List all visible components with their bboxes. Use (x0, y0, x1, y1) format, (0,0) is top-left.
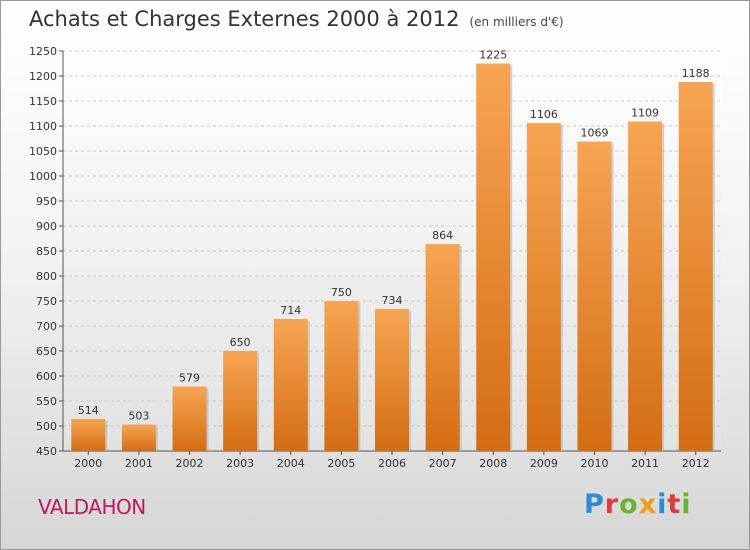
logo-letter: i (657, 489, 668, 520)
x-tick-label: 2003 (226, 457, 254, 470)
y-tick-label: 1250 (29, 45, 57, 58)
data-label: 579 (179, 372, 200, 385)
x-tick-label: 2005 (327, 457, 355, 470)
y-tick-label: 700 (36, 320, 57, 333)
bar (425, 244, 460, 451)
bar (678, 82, 713, 451)
x-tick-label: 2000 (74, 457, 102, 470)
bar (375, 309, 409, 451)
logo-letter: P (584, 489, 605, 520)
logo-letter: x (638, 489, 658, 520)
bar (577, 141, 612, 451)
town-name: VALDAHON (38, 495, 146, 519)
data-label: 750 (331, 286, 352, 299)
x-tick-label: 2012 (682, 457, 710, 470)
logo-letter: i (681, 489, 692, 520)
bar (526, 123, 561, 451)
chart-subtitle: (en milliers d'€) (469, 15, 564, 29)
y-tick-label: 1150 (29, 95, 57, 108)
y-tick-label: 1000 (29, 170, 57, 183)
title-text: Achats et Charges Externes 2000 à 2012 (29, 7, 460, 31)
x-tick-label: 2010 (580, 457, 608, 470)
bar (223, 351, 258, 451)
data-label: 1106 (530, 108, 558, 121)
data-label: 864 (432, 229, 453, 242)
y-tick-label: 950 (36, 195, 57, 208)
bar (273, 319, 308, 451)
chart-title: Achats et Charges Externes 2000 à 2012 (e… (29, 7, 564, 31)
data-label: 1069 (580, 127, 608, 140)
bar (71, 419, 106, 451)
y-tick-label: 450 (36, 445, 57, 458)
y-tick-label: 600 (36, 370, 57, 383)
y-tick-label: 1050 (29, 145, 57, 158)
data-label: 503 (128, 410, 149, 423)
x-tick-label: 2007 (429, 457, 457, 470)
y-tick-label: 1100 (29, 120, 57, 133)
y-tick-label: 550 (36, 395, 57, 408)
bar (628, 121, 663, 451)
bar (476, 63, 511, 451)
y-tick-label: 800 (36, 270, 57, 283)
logo-letter: o (619, 489, 639, 520)
x-tick-label: 2008 (479, 457, 507, 470)
y-tick-label: 900 (36, 220, 57, 233)
data-label: 1188 (682, 67, 710, 80)
y-tick-label: 750 (36, 295, 57, 308)
x-tick-label: 2011 (631, 457, 659, 470)
bar (324, 301, 359, 451)
logo-letter: r (604, 489, 620, 520)
x-tick-label: 2002 (176, 457, 204, 470)
y-tick-label: 1200 (29, 70, 57, 83)
data-label: 650 (230, 336, 251, 349)
x-tick-label: 2001 (125, 457, 153, 470)
data-label: 1225 (479, 49, 507, 62)
bar (121, 424, 156, 451)
logo-letter: t (667, 489, 682, 520)
bar (172, 386, 207, 451)
data-label: 734 (382, 294, 403, 307)
data-label: 1109 (631, 107, 659, 120)
y-tick-label: 650 (36, 345, 57, 358)
data-label: 714 (280, 304, 301, 317)
y-tick-label: 850 (36, 245, 57, 258)
x-tick-label: 2009 (530, 457, 558, 470)
x-tick-label: 2004 (277, 457, 305, 470)
plot-area: 450 500 550 600 650 700 750 800 850 900 950 1000 105… (29, 45, 721, 470)
y-tick-label: 500 (36, 420, 57, 433)
proxiti-logo: Proxiti (584, 489, 692, 520)
data-label: 514 (78, 404, 99, 417)
x-tick-label: 2006 (378, 457, 406, 470)
